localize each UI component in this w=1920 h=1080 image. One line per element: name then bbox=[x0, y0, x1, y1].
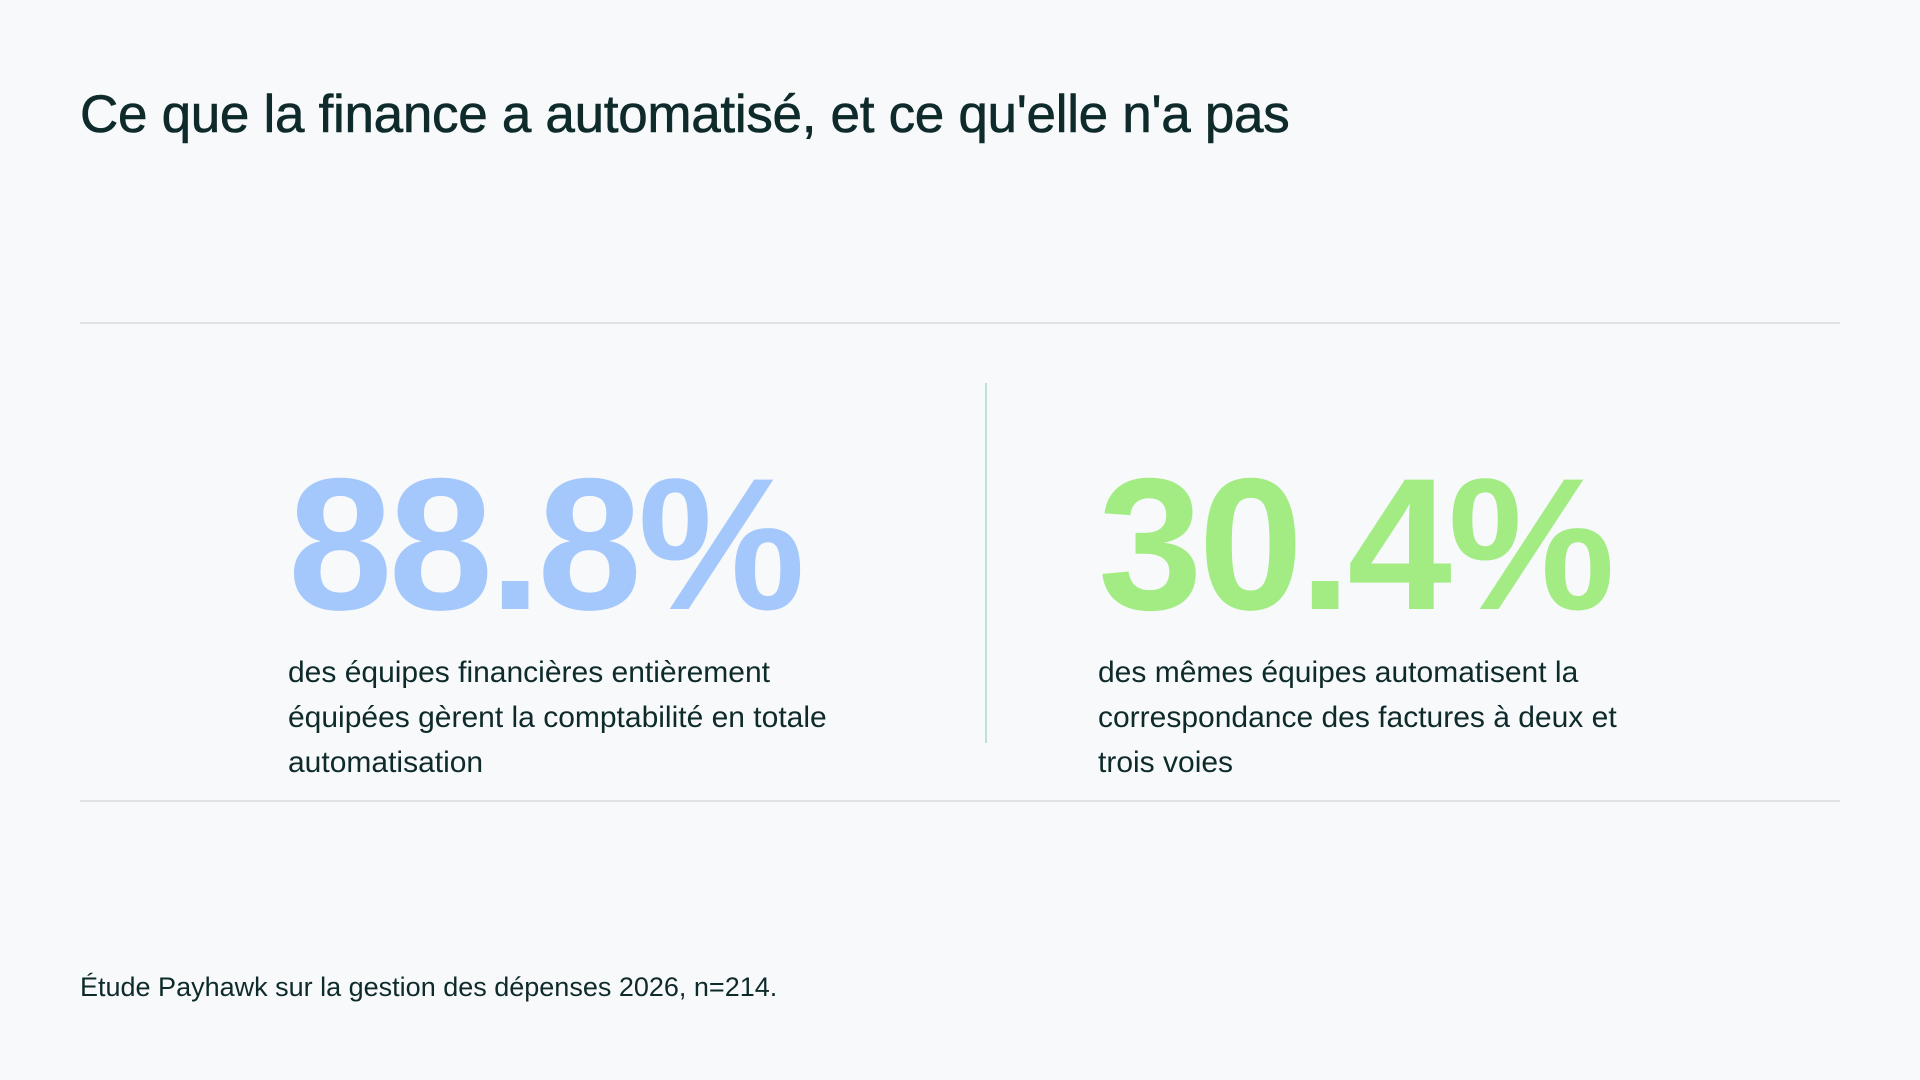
vertical-divider bbox=[985, 383, 987, 743]
stat-description: des mêmes équipes automatisent la corres… bbox=[1098, 656, 1617, 779]
bottom-divider-line bbox=[80, 800, 1840, 802]
source-footnote: Étude Payhawk sur la gestion des dépense… bbox=[80, 972, 778, 1002]
stat-description: des équipes financières entièrement équi… bbox=[288, 656, 827, 779]
page-title: Ce que la finance a automatisé, et ce qu… bbox=[80, 85, 1290, 145]
stat-card-invoice-matching: 30.4% des mêmes équipes automatisent la … bbox=[1098, 450, 1658, 785]
stat-value: 30.4% bbox=[1098, 439, 1615, 649]
stat-card-full-automation: 88.8% des équipes financières entièremen… bbox=[288, 450, 848, 785]
stat-value: 88.8% bbox=[288, 439, 805, 649]
top-divider-line bbox=[80, 322, 1840, 324]
